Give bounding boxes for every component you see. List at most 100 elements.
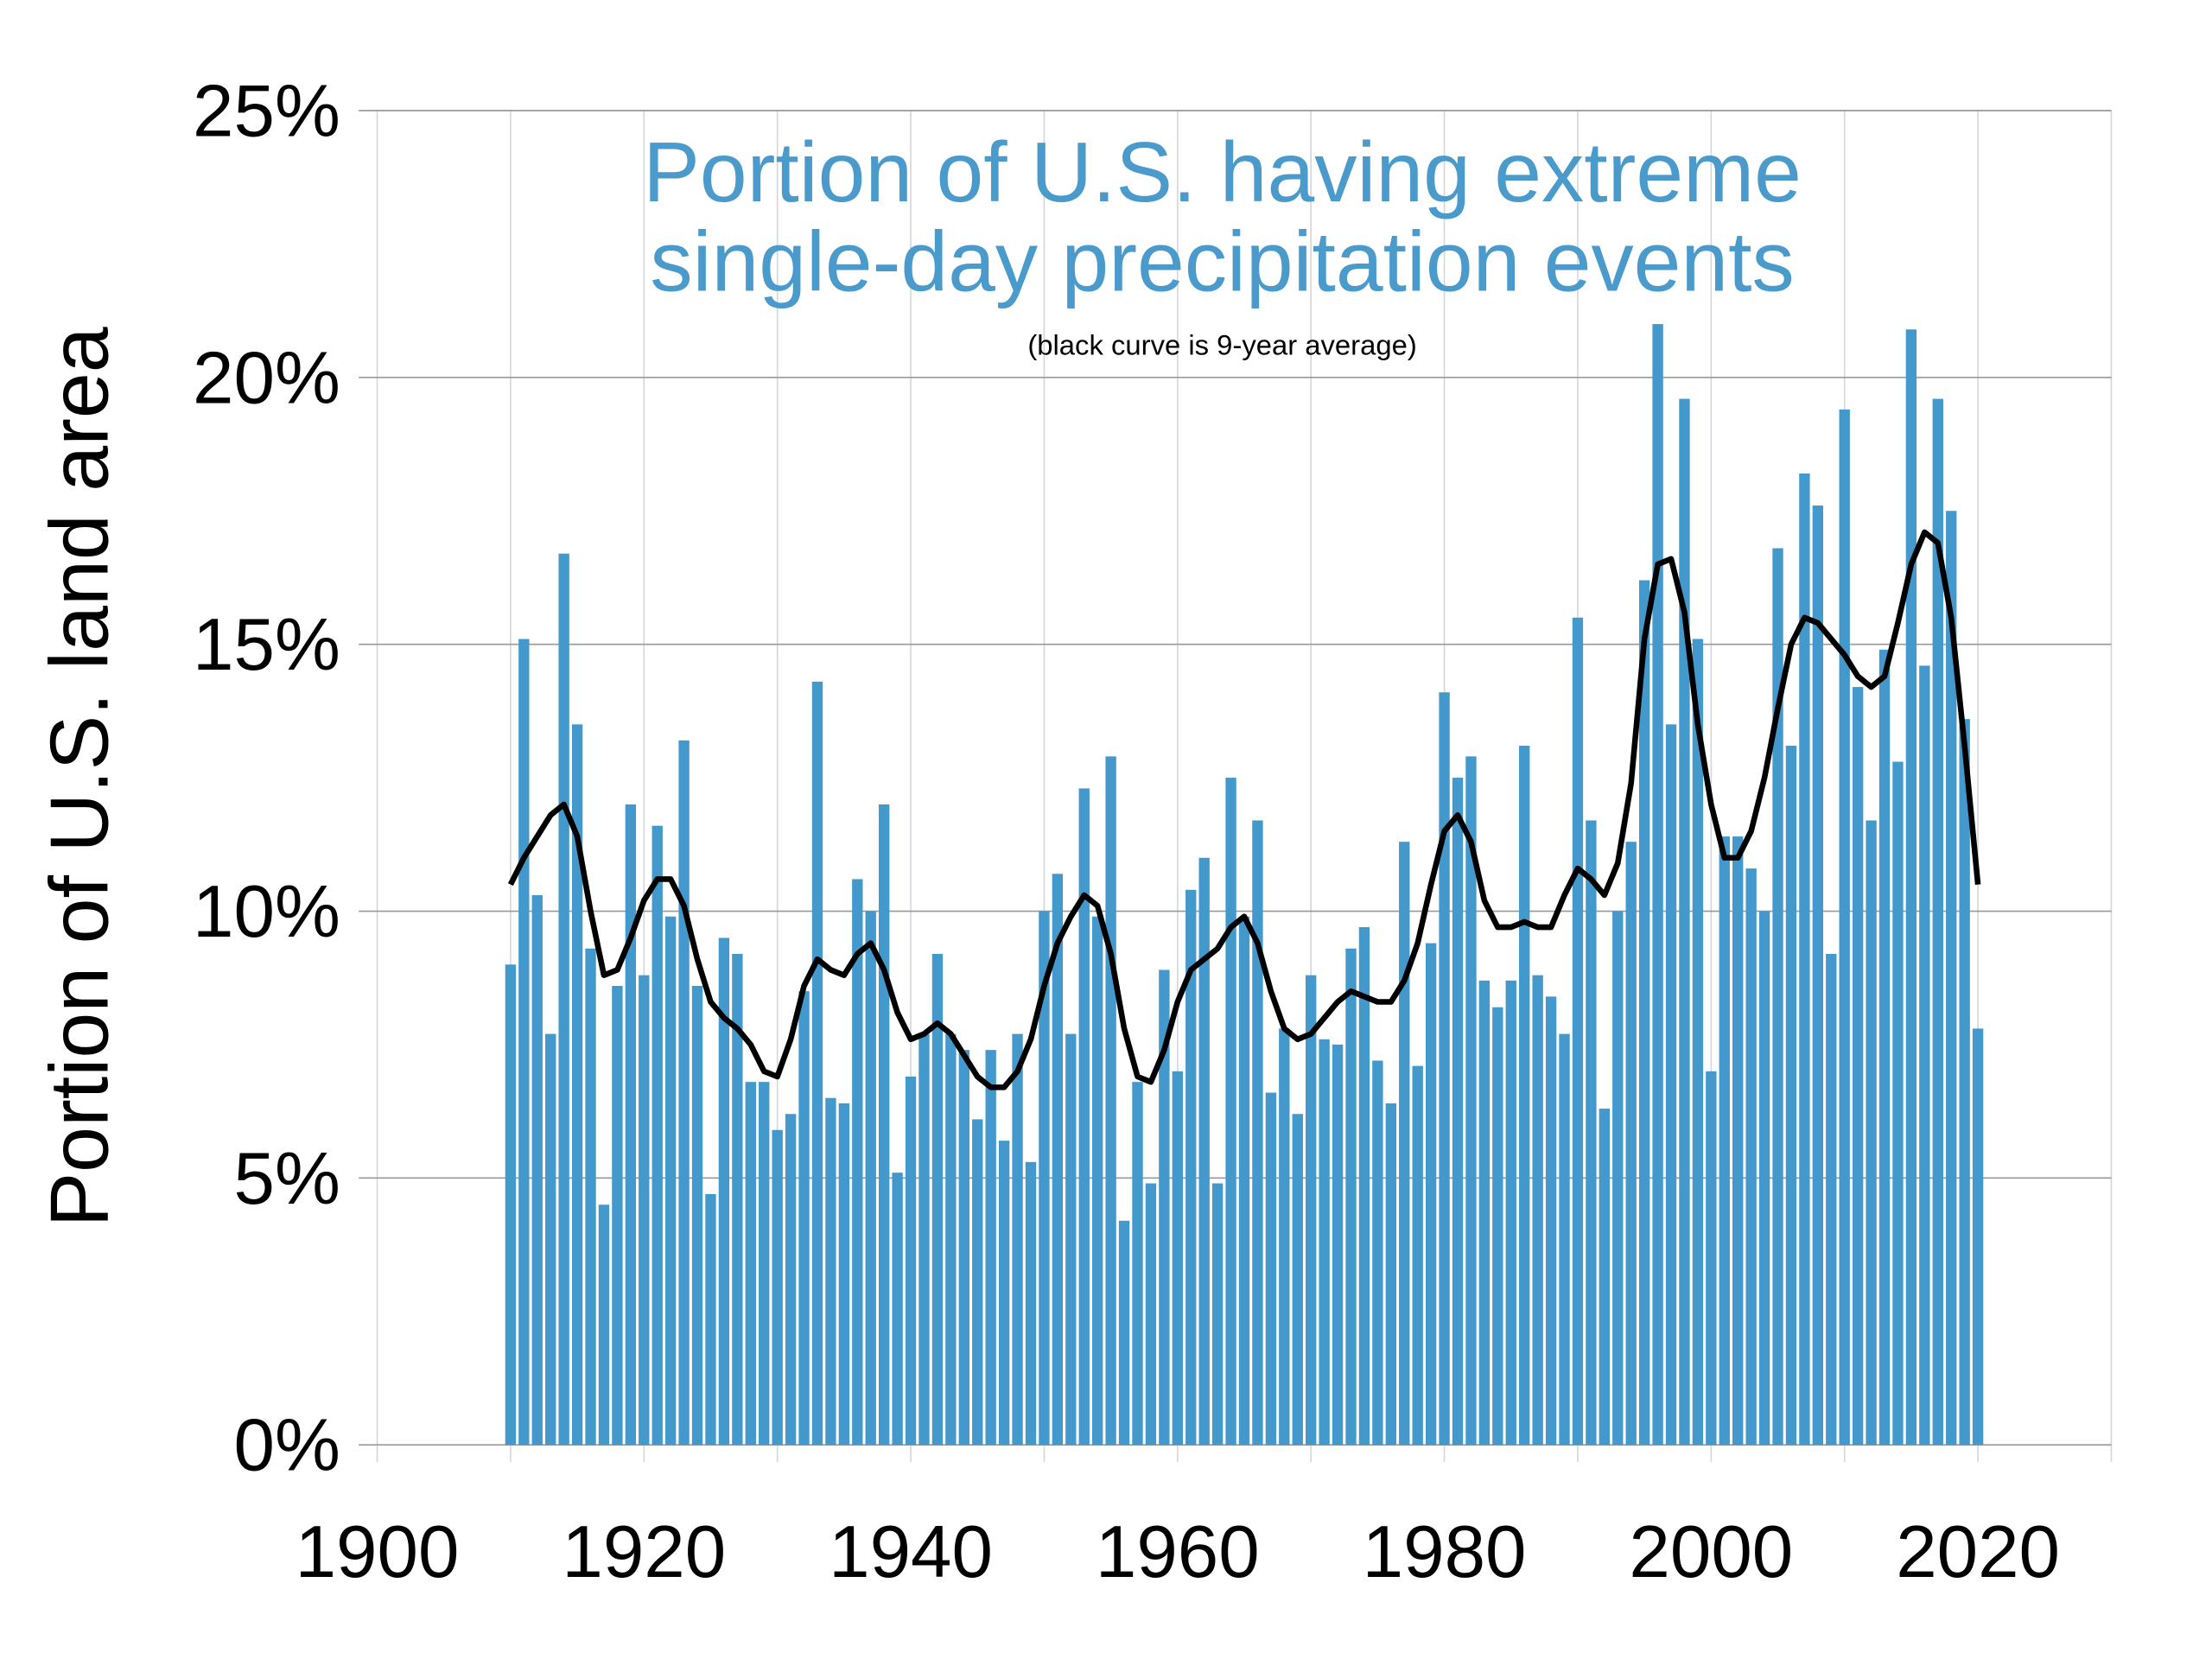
bar-1925 [705,1193,716,1446]
x-tick-label: 1980 [1363,1511,1527,1593]
bar-1922 [664,916,677,1446]
bar-1929 [759,1082,770,1446]
bar-2011 [1852,687,1864,1446]
bar-1990 [1572,617,1584,1446]
bar-1959 [1159,969,1170,1446]
bar-2002 [1732,836,1744,1446]
bar-1911 [518,639,530,1446]
bar-1936 [852,879,863,1446]
bar-1975 [1372,1060,1383,1446]
bar-1915 [571,724,583,1446]
bar-1966 [1252,820,1263,1446]
bar-1921 [652,825,663,1446]
bar-2010 [1839,409,1850,1446]
x-tick-label: 1960 [1096,1511,1260,1593]
bar-1964 [1225,778,1236,1446]
chart-title-line-1: Portion of U.S. having extreme [643,124,1802,219]
y-tick-label: 25% [193,71,340,153]
bar-2009 [1826,953,1837,1446]
bar-1962 [1198,857,1210,1446]
bar-1978 [1412,1065,1423,1446]
bar-1913 [545,1033,556,1446]
bar-1976 [1385,1103,1396,1446]
bar-1973 [1345,948,1357,1446]
bar-1942 [931,953,944,1446]
bar-1947 [998,1141,1010,1446]
bar-1914 [558,553,569,1446]
y-tick-label: 15% [193,604,340,686]
bar-1984 [1492,1007,1503,1446]
x-tick-label: 2020 [1896,1511,2060,1593]
bar-2006 [1785,746,1797,1446]
bar-2003 [1745,868,1757,1446]
bar-1999 [1692,639,1704,1446]
bar-1996 [1652,324,1663,1446]
bar-1995 [1638,580,1650,1446]
bar-1979 [1425,943,1437,1446]
bar-1956 [1118,1220,1130,1446]
bar-1972 [1332,1044,1344,1446]
bar-1965 [1238,916,1250,1446]
bar-2020 [1972,1028,1984,1446]
bar-2018 [1946,511,1957,1446]
bar-1939 [892,1173,903,1446]
bar-2008 [1812,505,1824,1446]
bar-1969 [1292,1114,1303,1446]
bar-1963 [1211,1183,1224,1446]
bar-1993 [1612,911,1624,1446]
bar-1998 [1679,398,1690,1446]
bar-1910 [505,964,517,1446]
bar-2007 [1799,474,1810,1446]
chart-title-line-2: single-day precipitation events [650,213,1794,308]
bar-1991 [1586,820,1597,1446]
x-tick-label: 1940 [829,1511,993,1593]
x-tick-label: 1920 [562,1511,726,1593]
bar-1948 [1012,1033,1023,1446]
bar-1967 [1265,1092,1277,1446]
x-tick-label: 2000 [1629,1511,1793,1593]
bar-2001 [1719,836,1730,1446]
y-tick-label: 0% [234,1405,340,1487]
bar-1997 [1665,724,1677,1446]
bar-1944 [958,1050,969,1446]
bar-1930 [772,1129,783,1446]
bar-1945 [972,1119,983,1446]
x-tick-label: 1900 [296,1511,460,1593]
bar-1974 [1358,927,1370,1446]
bar-2017 [1932,398,1943,1446]
bar-1971 [1319,1039,1330,1446]
bar-2019 [1959,719,1970,1446]
bar-1938 [878,804,890,1446]
bar-1988 [1545,996,1557,1446]
bar-1946 [985,1050,996,1446]
bar-1955 [1105,756,1116,1446]
bar-1952 [1065,1033,1077,1446]
bar-2005 [1772,548,1783,1446]
y-tick-label: 10% [193,871,340,953]
y-axis-label: Portion of U.S. land area [35,327,126,1227]
bar-2016 [1919,665,1930,1446]
bar-1981 [1452,778,1464,1446]
bar-1957 [1132,1082,1143,1446]
bar-2015 [1905,329,1917,1446]
bar-1932 [798,991,810,1446]
bar-1920 [639,975,650,1446]
bar-1961 [1185,889,1197,1446]
bar-1970 [1306,975,1317,1446]
bar-1933 [811,681,823,1446]
y-tick-label: 5% [234,1138,340,1220]
bar-1950 [1039,911,1050,1446]
bar-1940 [905,1077,917,1446]
bar-1923 [678,740,690,1446]
bar-1985 [1505,980,1516,1446]
bar-1916 [585,948,596,1446]
y-tick-labels: 0% 5% 10% 15% 20% 25% [193,71,340,1487]
bar-1912 [531,894,543,1446]
bar-1983 [1478,980,1491,1446]
chart-subtitle: (black curve is 9-year average) [1027,328,1416,360]
bar-1953 [1078,788,1090,1446]
bar-2012 [1866,820,1877,1446]
bar-1924 [691,985,703,1446]
bar-1918 [612,985,623,1446]
